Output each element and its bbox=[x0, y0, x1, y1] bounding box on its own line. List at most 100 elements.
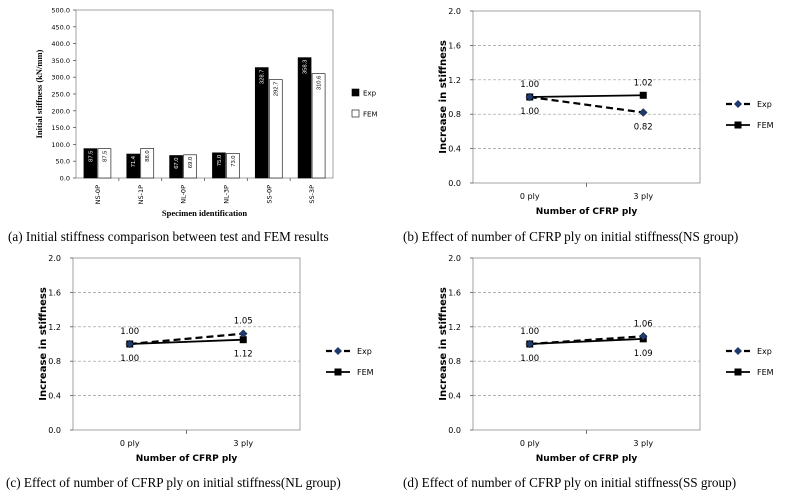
bar-value-label: 67.0 bbox=[174, 157, 180, 168]
y-tick-label: 0.4 bbox=[448, 145, 461, 154]
chart-panel-b: 0.0 0.4 0.8 1.2 1.6 2.0 0 ply 3 ply Number of CF… bbox=[400, 0, 800, 225]
line-chart-svg: 0.0 0.4 0.8 1.2 1.6 2.0 0 ply 3 ply Number of CF… bbox=[38, 254, 374, 464]
y-tick-label: 1.6 bbox=[48, 288, 61, 297]
x-tick-label: NL-3P bbox=[222, 185, 230, 204]
y-axis-title: Initial stiffness (kN/mm) bbox=[34, 49, 44, 138]
y-tick-label: 500.0 bbox=[51, 7, 70, 15]
fem-bar bbox=[183, 154, 197, 179]
y-tick-label: 0.8 bbox=[48, 357, 61, 366]
exp-bar bbox=[297, 57, 312, 179]
x-tick-label: SS-3P bbox=[308, 185, 316, 204]
y-tick-label: 350.0 bbox=[51, 57, 70, 65]
chart-panel-d: 0.0 0.4 0.8 1.2 1.6 2.0 0 ply 3 ply Number of CF… bbox=[400, 247, 800, 472]
exp-bar bbox=[83, 148, 98, 179]
legend-marker bbox=[734, 347, 742, 355]
legend-label: Exp bbox=[757, 100, 772, 109]
fem-point-marker bbox=[639, 91, 647, 99]
fem-series-line bbox=[529, 94, 644, 98]
bar-value-label: 87.5 bbox=[88, 151, 94, 162]
x-tick-label: NS-0P bbox=[94, 185, 102, 204]
exp-series-line bbox=[529, 335, 644, 346]
bar-value-label: 87.5 bbox=[102, 151, 108, 162]
y-tick-label: 0.8 bbox=[448, 110, 461, 119]
y-tick-label: 0.4 bbox=[448, 392, 461, 401]
legend-marker bbox=[734, 100, 742, 108]
legend-swatch bbox=[351, 109, 360, 118]
bar-value-label: 358.3 bbox=[303, 60, 309, 75]
legend-label: Exp bbox=[757, 347, 772, 356]
exp-bar bbox=[212, 152, 226, 179]
x-tick-label: 3 ply bbox=[633, 192, 653, 201]
y-tick-label: 450.0 bbox=[51, 23, 70, 31]
legend-swatch bbox=[351, 88, 360, 97]
y-tick-label: 400.0 bbox=[51, 40, 70, 48]
y-tick-label: 2.0 bbox=[448, 254, 461, 263]
legend-marker bbox=[334, 347, 342, 355]
exp-point-marker bbox=[525, 92, 535, 102]
chart-panel-c: 0.0 0.4 0.8 1.2 1.6 2.0 0 ply 3 ply Number of CF… bbox=[0, 247, 400, 472]
plot-area bbox=[75, 9, 334, 179]
bar-value-label: 310.6 bbox=[317, 76, 323, 91]
data-label: 1.05 bbox=[234, 317, 253, 327]
y-axis-title: Increase in stiffness bbox=[438, 287, 449, 401]
plot-area bbox=[72, 257, 301, 431]
plot-area bbox=[472, 257, 701, 431]
y-axis-title: Increase in stiffness bbox=[438, 40, 449, 154]
x-tick-label: NL-0P bbox=[180, 185, 188, 204]
x-tick-label: 3 ply bbox=[633, 439, 653, 448]
x-axis-title: Specimen identification bbox=[162, 208, 248, 218]
y-tick-label: 1.2 bbox=[448, 76, 461, 85]
data-label: 1.09 bbox=[634, 349, 653, 359]
legend-label: FEM bbox=[757, 121, 774, 130]
y-tick-label: 150.0 bbox=[51, 124, 70, 132]
exp-bar bbox=[254, 67, 269, 179]
fem-series-line bbox=[529, 337, 644, 345]
line-chart-svg: 0.0 0.4 0.8 1.2 1.6 2.0 0 ply 3 ply Number of CF… bbox=[438, 7, 774, 217]
data-label: 1.00 bbox=[120, 327, 139, 337]
exp-bar bbox=[126, 153, 141, 179]
y-tick-label: 50.0 bbox=[56, 158, 70, 166]
data-label: 1.00 bbox=[520, 327, 539, 337]
legend-marker bbox=[734, 121, 742, 129]
caption-a: (a) Initial stiffness comparison between… bbox=[8, 229, 329, 244]
exp-point-marker bbox=[638, 331, 648, 341]
fem-bar bbox=[97, 148, 112, 179]
y-tick-label: 0.0 bbox=[48, 426, 61, 435]
fem-bar bbox=[140, 148, 155, 179]
data-label: 1.00 bbox=[520, 107, 539, 117]
y-tick-label: 100.0 bbox=[51, 141, 70, 149]
x-axis-title: Number of CFRP ply bbox=[536, 207, 638, 217]
x-axis-title: Number of CFRP ply bbox=[136, 454, 238, 464]
exp-point-marker bbox=[525, 339, 535, 349]
x-tick-label: 0 ply bbox=[520, 192, 540, 201]
y-axis-title: Increase in stiffness bbox=[38, 287, 49, 401]
data-label: 1.00 bbox=[520, 354, 539, 364]
y-tick-label: 0.0 bbox=[448, 179, 461, 188]
exp-bar bbox=[169, 155, 183, 179]
y-tick-label: 1.6 bbox=[448, 288, 461, 297]
legend-label: FEM bbox=[363, 111, 378, 119]
y-tick-label: 2.0 bbox=[448, 7, 461, 16]
data-label: 0.82 bbox=[634, 122, 653, 132]
fem-series-line bbox=[129, 338, 244, 345]
exp-point-marker bbox=[125, 339, 135, 349]
legend-label: Exp bbox=[363, 90, 377, 98]
fem-bar bbox=[268, 79, 283, 179]
legend-label: FEM bbox=[357, 368, 374, 377]
exp-series-line bbox=[129, 332, 244, 346]
y-tick-label: 0.0 bbox=[60, 175, 70, 183]
line-chart-svg: 0.0 0.4 0.8 1.2 1.6 2.0 0 ply 3 ply Number of CF… bbox=[438, 254, 774, 464]
x-tick-label: 3 ply bbox=[233, 439, 253, 448]
legend-label: FEM bbox=[757, 368, 774, 377]
caption-d: (d) Effect of number of CFRP ply on init… bbox=[403, 475, 737, 490]
y-tick-label: 1.6 bbox=[448, 41, 461, 50]
caption-b: (b) Effect of number of CFRP ply on init… bbox=[403, 229, 739, 244]
y-tick-label: 200.0 bbox=[51, 107, 70, 115]
x-axis-title: Number of CFRP ply bbox=[536, 454, 638, 464]
caption-c: (c) Effect of number of CFRP ply on init… bbox=[6, 475, 341, 490]
x-tick-label: 0 ply bbox=[520, 439, 540, 448]
bar-value-label: 292.7 bbox=[274, 82, 280, 97]
y-tick-label: 2.0 bbox=[48, 254, 61, 263]
exp-series-line bbox=[529, 95, 644, 114]
fem-point-marker bbox=[239, 336, 247, 344]
